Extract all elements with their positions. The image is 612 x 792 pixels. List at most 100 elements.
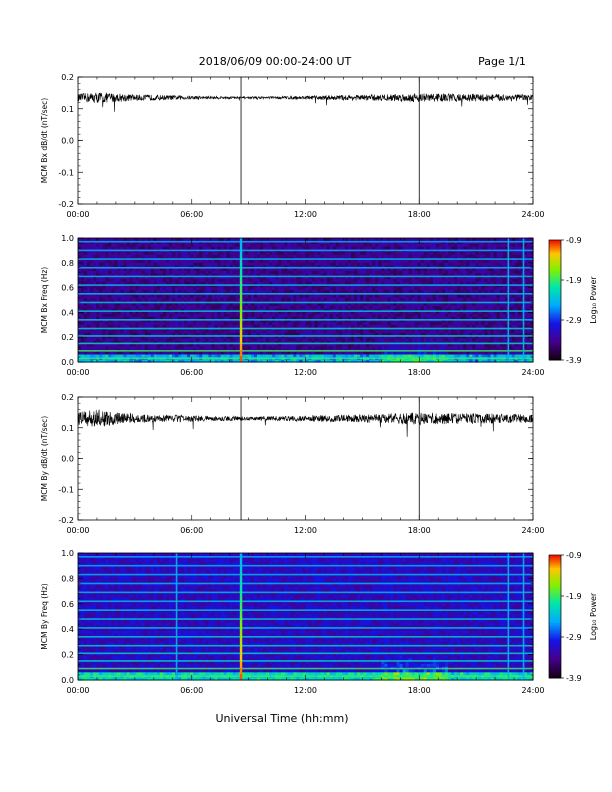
heatmap-cell [302, 297, 307, 301]
heatmap-cell [202, 305, 206, 309]
heatmap-cell [184, 273, 188, 277]
heatmap-cell [162, 264, 167, 269]
heatmap-cell [156, 286, 161, 290]
heatmap-cell [123, 351, 128, 355]
heatmap-cell [172, 254, 176, 258]
heatmap-cell [351, 238, 355, 242]
heatmap-cell [114, 251, 119, 255]
heatmap-cell [247, 353, 252, 358]
heatmap-cell [78, 316, 82, 320]
heatmap-cell [281, 270, 285, 274]
heatmap-cell [253, 289, 258, 293]
heatmap-cell [199, 264, 203, 269]
heatmap-cell [335, 281, 340, 285]
heatmap-cell [229, 270, 234, 274]
heatmap-cell [299, 264, 304, 269]
heatmap-cell [217, 316, 222, 320]
heatmap-cell [181, 359, 185, 363]
heatmap-cell [175, 345, 179, 350]
heatmap-cell [253, 305, 258, 309]
heatmap-cell [266, 259, 270, 263]
heatmap-cell [244, 351, 249, 355]
heatmap-cell [335, 243, 340, 247]
heatmap-cell [290, 310, 294, 315]
heatmap-cell [314, 246, 319, 250]
heatmap-cell [202, 313, 206, 317]
heatmap-cell [150, 286, 155, 290]
heatmap-cell [153, 243, 158, 247]
heatmap-cell [141, 275, 146, 280]
heatmap-cell [205, 329, 210, 333]
heatmap-cell [226, 267, 231, 271]
heatmap-cell [123, 286, 128, 290]
heatmap-cell [211, 302, 216, 306]
heatmap-cell [135, 289, 140, 293]
heatmap-cell [120, 300, 125, 304]
heatmap-cell [344, 270, 349, 274]
heatmap-cell [247, 281, 252, 285]
heatmap-cell [208, 267, 213, 271]
heatmap-cell [114, 345, 119, 350]
heatmap-cell [96, 353, 100, 358]
heatmap-cell [296, 343, 301, 347]
heatmap-cell [275, 340, 279, 344]
heatmap-cell [335, 294, 340, 298]
heatmap-cell [335, 278, 340, 282]
heatmap-cell [193, 313, 197, 317]
heatmap-cell [214, 321, 219, 325]
heatmap-cell [114, 332, 119, 336]
heatmap-cell [351, 281, 355, 285]
heatmap-cell [105, 238, 109, 242]
heatmap-cell [90, 310, 94, 315]
heatmap-cell [102, 359, 106, 363]
heatmap-cell [178, 359, 182, 363]
heatmap-cell [269, 297, 273, 301]
heatmap-cell [141, 308, 146, 312]
heatmap-cell [108, 278, 112, 282]
heatmap-cell [205, 308, 210, 312]
heatmap-cell [320, 243, 325, 247]
heatmap-cell [178, 353, 182, 358]
heatmap-cell [323, 353, 328, 358]
heatmap-cell [320, 337, 325, 342]
heatmap-cell [266, 278, 270, 282]
heatmap-cell [223, 262, 228, 266]
heatmap-cell [296, 337, 301, 342]
heatmap-cell [332, 351, 337, 355]
heatmap-cell [78, 321, 82, 325]
heatmap-cell [199, 294, 203, 298]
heatmap-cell [208, 305, 213, 309]
heatmap-cell [141, 343, 146, 347]
heatmap-cell [114, 305, 119, 309]
heatmap-cell [156, 278, 161, 282]
heatmap-cell [87, 262, 91, 266]
heatmap-cell [317, 305, 322, 309]
heatmap-cell [211, 243, 216, 247]
heatmap-cell [326, 270, 331, 274]
heatmap-cell [120, 329, 125, 333]
heatmap-cell [281, 340, 285, 344]
heatmap-cell [220, 246, 225, 250]
heatmap-cell [329, 321, 334, 325]
heatmap-cell [281, 278, 285, 282]
heatmap-cell [108, 289, 112, 293]
heatmap-cell [108, 337, 112, 342]
heatmap-cell [178, 340, 182, 344]
heatmap-cell [120, 302, 125, 306]
heatmap-cell [311, 264, 316, 269]
heatmap-cell [293, 310, 297, 315]
heatmap-cell [205, 324, 210, 328]
heatmap-cell [208, 343, 213, 347]
heatmap-cell [159, 275, 164, 280]
heatmap-cell [162, 286, 167, 290]
heatmap-cell [132, 351, 137, 355]
heatmap-cell [293, 294, 297, 298]
heatmap-cell [120, 294, 125, 298]
heatmap-cell [132, 343, 137, 347]
heatmap-cell [305, 345, 310, 350]
heatmap-cell [256, 324, 261, 328]
heatmap-cell [96, 305, 100, 309]
heatmap-cell [184, 278, 188, 282]
heatmap-cell [320, 324, 325, 328]
heatmap-cell [111, 321, 115, 325]
